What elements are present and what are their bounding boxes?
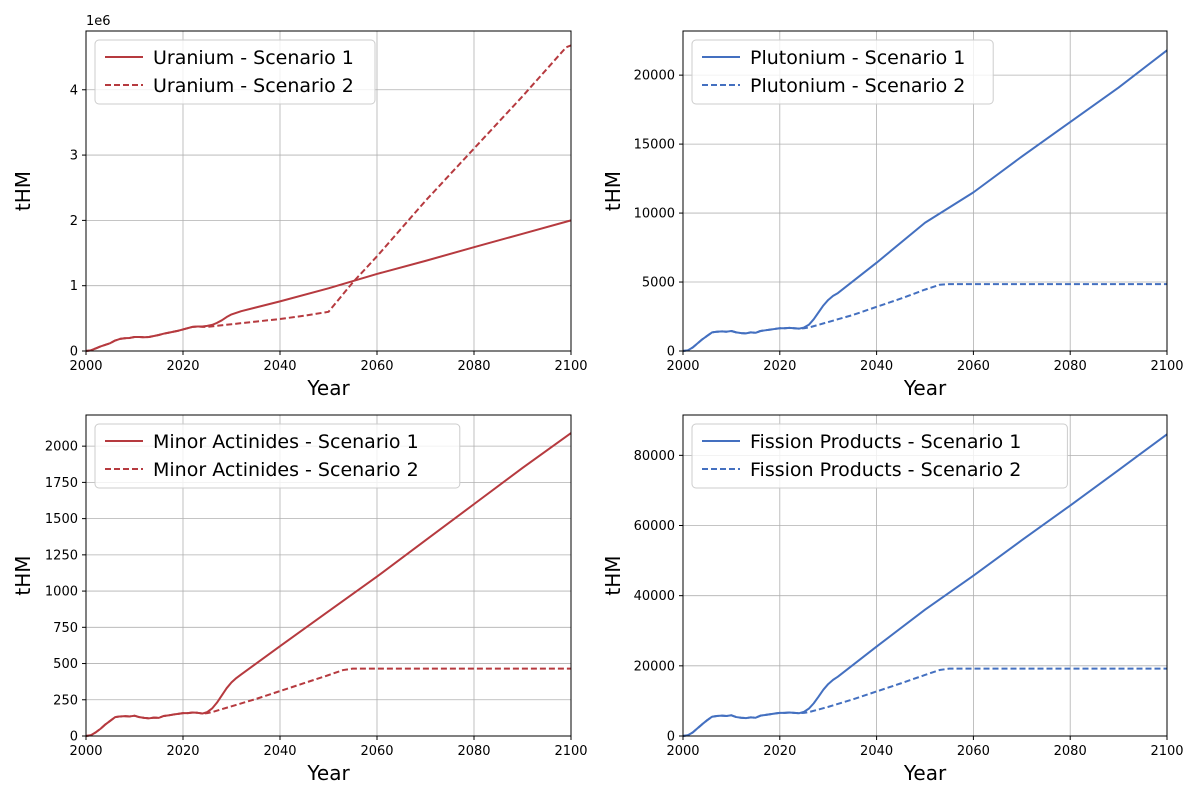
series-line-2 bbox=[682, 283, 1167, 352]
y-tick-label: 1000 bbox=[45, 585, 78, 600]
chart-plutonium: 2000 2020 2040 2060 2080 2100 0 5000 10000 15000 2… bbox=[601, 30, 1184, 400]
series-line-2 bbox=[85, 667, 571, 737]
y-tick-label: 5000 bbox=[642, 276, 675, 291]
x-tick-label: 2100 bbox=[1150, 359, 1183, 374]
x-tick-label: 2080 bbox=[457, 359, 490, 374]
x-tick-label: 2020 bbox=[763, 744, 796, 759]
y-tick-label: 0 bbox=[667, 345, 675, 360]
legend-label-1: Uranium - Scenario 1 bbox=[153, 47, 354, 69]
y-tick-label: 0 bbox=[70, 345, 78, 360]
y-tick-label: 80000 bbox=[634, 449, 675, 464]
legend: Minor Actinides - Scenario 1 Minor Actini… bbox=[94, 423, 461, 489]
y-tick-label: 15000 bbox=[634, 138, 675, 153]
x-axis-label: Year bbox=[903, 761, 947, 785]
x-axis-label: Year bbox=[306, 376, 350, 400]
y-tick-label: 1250 bbox=[45, 548, 78, 563]
x-axis-label: Year bbox=[306, 761, 350, 785]
legend-box bbox=[691, 423, 1068, 489]
legend-label-1: Fission Products - Scenario 1 bbox=[750, 431, 1021, 453]
chart-fission_products: 2000 2020 2040 2060 2080 2100 0 20000 40000 60000… bbox=[601, 414, 1184, 785]
x-tick-label: 2040 bbox=[860, 359, 893, 374]
x-tick-label: 2100 bbox=[554, 359, 587, 374]
legend-label-2: Minor Actinides - Scenario 2 bbox=[153, 459, 419, 481]
y-tick-label: 40000 bbox=[634, 589, 675, 604]
x-tick-label: 2040 bbox=[860, 744, 893, 759]
x-tick-label: 2060 bbox=[360, 359, 393, 374]
y-tick-label: 750 bbox=[53, 621, 78, 636]
y-tick-label: 1750 bbox=[45, 476, 78, 491]
legend-label-2: Plutonium - Scenario 2 bbox=[750, 75, 965, 97]
y-offset-label: 1e6 bbox=[86, 14, 111, 29]
axes-frame bbox=[682, 414, 1168, 737]
y-tick-label: 1500 bbox=[45, 512, 78, 527]
y-tick-label: 60000 bbox=[634, 519, 675, 534]
legend-box bbox=[691, 39, 994, 105]
x-tick-label: 2080 bbox=[1054, 359, 1087, 374]
y-axis-label: tHM bbox=[11, 555, 35, 595]
series-line-2 bbox=[85, 44, 572, 352]
series-line-1 bbox=[85, 219, 572, 352]
x-tick-label: 2020 bbox=[763, 359, 796, 374]
axes-frame bbox=[85, 30, 572, 352]
y-axis-label: tHM bbox=[11, 171, 35, 211]
x-tick-label: 2100 bbox=[554, 744, 587, 759]
x-tick-label: 2060 bbox=[957, 744, 990, 759]
y-tick-label: 500 bbox=[53, 657, 78, 672]
x-tick-label: 2040 bbox=[263, 359, 296, 374]
x-tick-label: 2100 bbox=[1150, 744, 1183, 759]
y-tick-label: 3 bbox=[70, 149, 78, 164]
y-tick-label: 0 bbox=[70, 730, 78, 745]
x-tick-label: 2020 bbox=[166, 359, 199, 374]
y-tick-label: 20000 bbox=[634, 69, 675, 84]
x-tick-label: 2060 bbox=[360, 744, 393, 759]
legend-label-1: Minor Actinides - Scenario 1 bbox=[153, 431, 419, 453]
x-axis-label: Year bbox=[903, 376, 947, 400]
x-tick-label: 2000 bbox=[666, 744, 699, 759]
x-tick-label: 2080 bbox=[457, 744, 490, 759]
y-tick-label: 20000 bbox=[634, 659, 675, 674]
y-axis-label: tHM bbox=[601, 171, 625, 211]
y-tick-label: 1 bbox=[70, 279, 78, 294]
x-tick-label: 2080 bbox=[1054, 744, 1087, 759]
chart-uranium: 2000 2020 2040 2060 2080 2100 0 1 2 3 4 1e6 Year tHM U… bbox=[11, 14, 588, 400]
legend-label-2: Fission Products - Scenario 2 bbox=[750, 459, 1021, 481]
y-tick-label: 2 bbox=[70, 214, 78, 229]
y-tick-label: 10000 bbox=[634, 207, 675, 222]
legend: Uranium - Scenario 1 Uranium - Scenario 2 bbox=[94, 39, 376, 105]
legend: Fission Products - Scenario 1 Fission Pro… bbox=[691, 423, 1068, 489]
y-tick-label: 4 bbox=[70, 83, 78, 98]
legend-label-1: Plutonium - Scenario 1 bbox=[750, 47, 965, 69]
chart-minor_actinides: 2000 2020 2040 2060 2080 2100 0 250 500 750 1000 12… bbox=[11, 414, 588, 785]
x-tick-label: 2060 bbox=[957, 359, 990, 374]
legend: Plutonium - Scenario 1 Plutonium - Scenar… bbox=[691, 39, 994, 105]
series-line-2 bbox=[682, 667, 1167, 737]
y-tick-label: 250 bbox=[53, 693, 78, 708]
legend-label-2: Uranium - Scenario 2 bbox=[153, 75, 354, 97]
x-tick-label: 2040 bbox=[263, 744, 296, 759]
axes-frame bbox=[682, 30, 1168, 352]
legend-box bbox=[94, 39, 376, 105]
x-tick-label: 2020 bbox=[166, 744, 199, 759]
x-tick-label: 2000 bbox=[69, 359, 102, 374]
axes-frame bbox=[85, 414, 572, 737]
legend-box bbox=[94, 423, 461, 489]
y-axis-label: tHM bbox=[601, 555, 625, 595]
y-tick-label: 0 bbox=[667, 730, 675, 745]
x-tick-label: 2000 bbox=[69, 744, 102, 759]
x-tick-label: 2000 bbox=[666, 359, 699, 374]
y-tick-label: 2000 bbox=[45, 440, 78, 455]
